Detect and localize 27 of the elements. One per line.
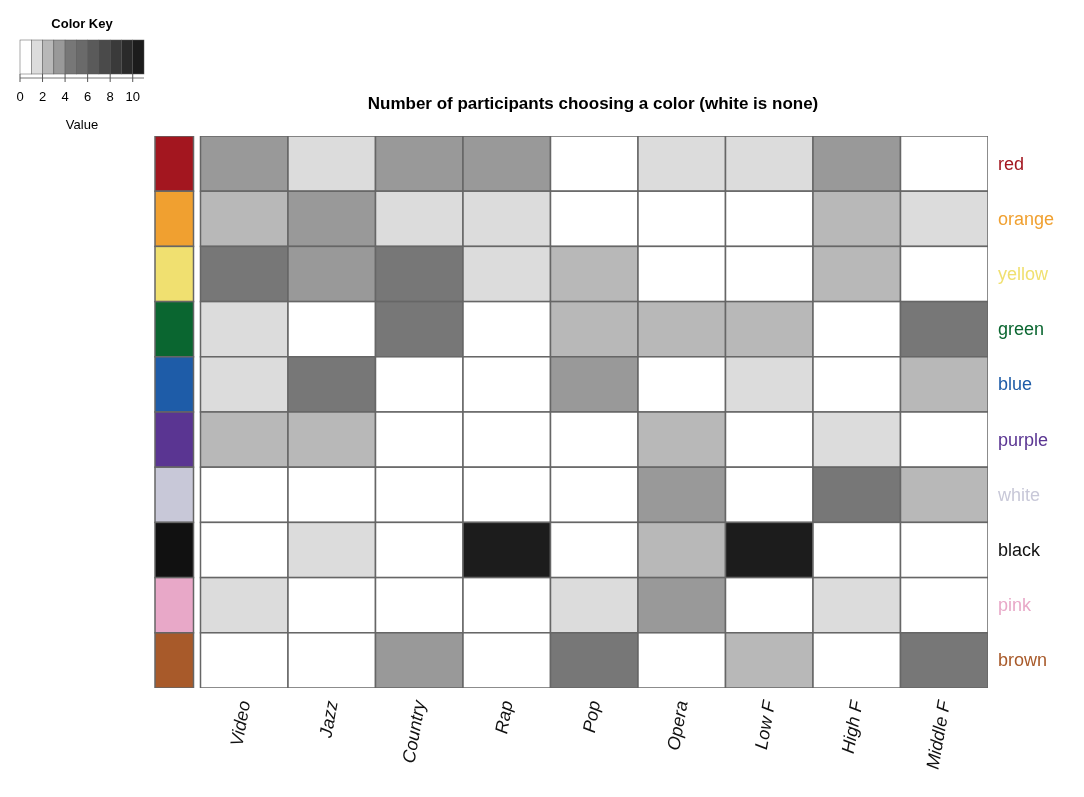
x-tick-label: Country bbox=[398, 698, 430, 765]
x-tick-label: Opera bbox=[663, 699, 692, 752]
y-tick-label: orange bbox=[998, 208, 1055, 229]
y-tick-label: red bbox=[998, 153, 1025, 174]
x-tick-label: Middle F bbox=[922, 698, 955, 771]
x-tick-label: Low F bbox=[750, 698, 780, 751]
x-tick-label: Rap bbox=[491, 699, 517, 736]
x-tick-label: Jazz bbox=[315, 699, 342, 741]
color-bar-label: 2 bbox=[38, 89, 47, 104]
chart-title: Number of participants choosing a color (white is none) bbox=[366, 94, 820, 114]
y-tick-label: purple bbox=[998, 429, 1049, 450]
y-tick-label: black bbox=[998, 540, 1042, 560]
x-tick-label: High F bbox=[837, 698, 867, 755]
y-tick-label: pink bbox=[998, 595, 1033, 616]
x-tick-label: Pop bbox=[578, 699, 605, 735]
y-tick-label: blue bbox=[998, 374, 1033, 395]
color-bar-label: 4 bbox=[61, 89, 69, 104]
y-tick-label: green bbox=[998, 319, 1045, 340]
legend-title: Color Key bbox=[51, 16, 114, 31]
color-bar-label: 8 bbox=[106, 89, 114, 104]
color-bar-label: 0 bbox=[16, 89, 24, 104]
y-tick-label: brown bbox=[998, 650, 1048, 671]
color-bar-label: 10 bbox=[125, 89, 140, 104]
x-tick-label: Video bbox=[226, 699, 255, 748]
color-bar-title: Value bbox=[65, 117, 99, 132]
color-bar-label: 6 bbox=[84, 89, 92, 104]
y-tick-label: yellow bbox=[998, 264, 1050, 284]
